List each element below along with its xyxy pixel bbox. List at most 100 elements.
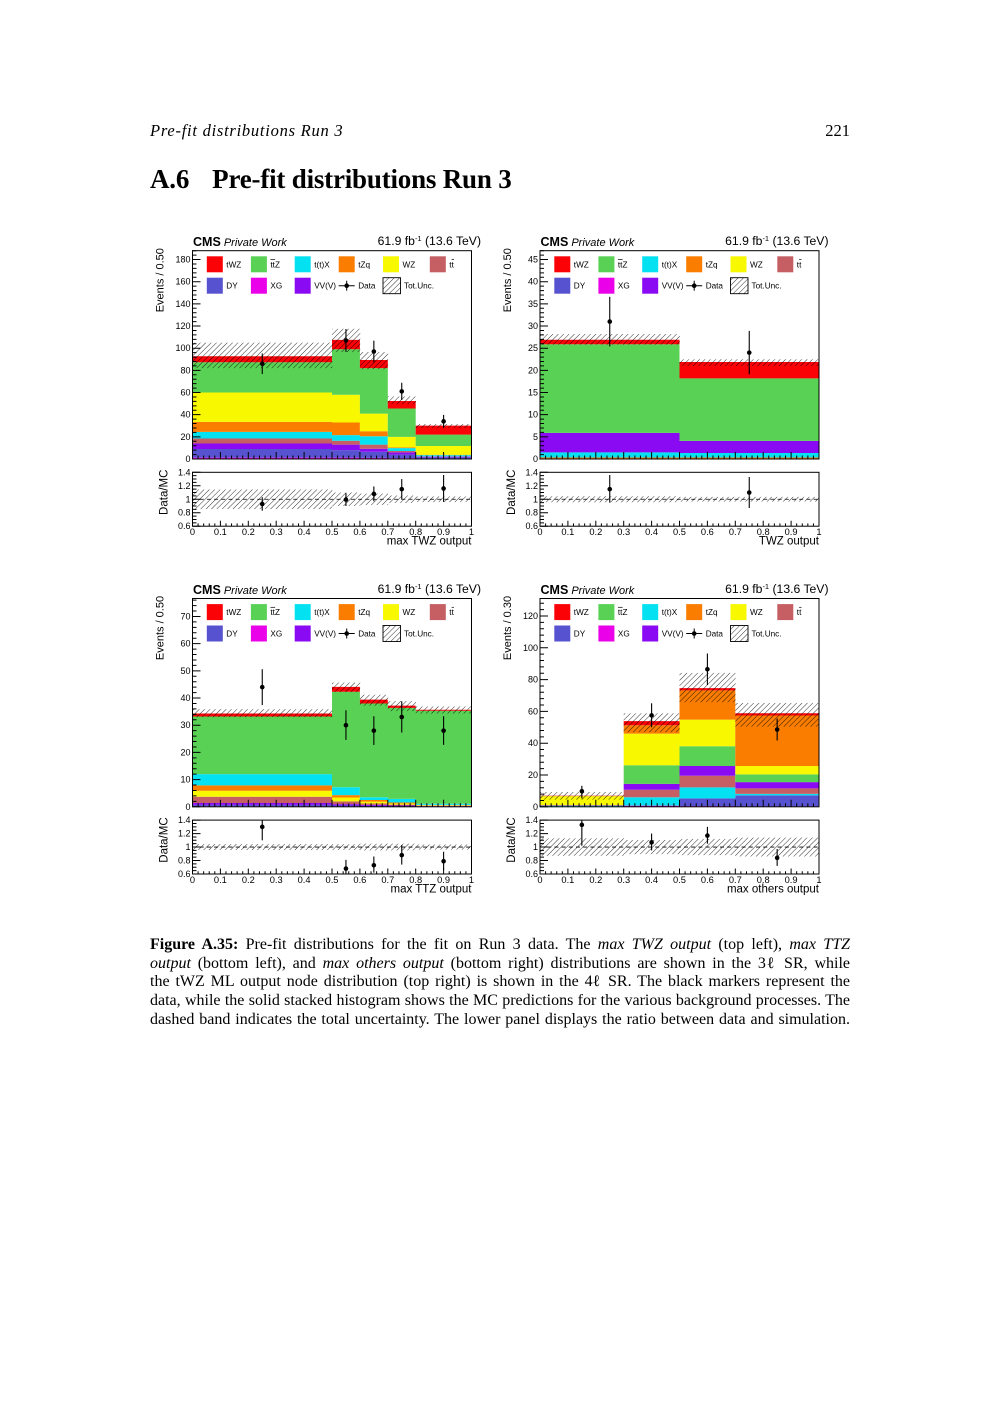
svg-text:0.1: 0.1 [561, 875, 574, 885]
svg-text:0: 0 [533, 802, 538, 812]
svg-text:45: 45 [528, 255, 538, 265]
svg-text:0.6: 0.6 [178, 521, 191, 531]
svg-text:tt: tt [797, 608, 802, 617]
svg-text:0.8: 0.8 [525, 508, 538, 518]
svg-text:0.6: 0.6 [701, 875, 714, 885]
svg-text:DY: DY [226, 282, 238, 291]
svg-text:XG: XG [270, 630, 282, 639]
svg-text:0.2: 0.2 [242, 527, 255, 537]
svg-text:80: 80 [180, 365, 190, 375]
svg-text:WZ: WZ [403, 260, 416, 269]
svg-text:Data: Data [358, 282, 376, 291]
svg-text:Tot.Unc.: Tot.Unc. [404, 282, 434, 291]
svg-text:5: 5 [533, 432, 538, 442]
svg-text:tZq: tZq [706, 608, 718, 617]
svg-text:0.8: 0.8 [178, 856, 191, 866]
svg-text:t(t)X: t(t)X [314, 260, 330, 269]
svg-text:60: 60 [180, 388, 190, 398]
svg-text:120: 120 [175, 321, 190, 331]
svg-text:60: 60 [180, 639, 190, 649]
svg-text:Data/MC: Data/MC [159, 470, 171, 515]
svg-text:Events / 0.50: Events / 0.50 [155, 248, 167, 312]
svg-text:0.2: 0.2 [242, 875, 255, 885]
svg-text:0.3: 0.3 [270, 527, 283, 537]
svg-text:0.7: 0.7 [729, 527, 742, 537]
svg-text:20: 20 [528, 365, 538, 375]
svg-text:100: 100 [523, 643, 538, 653]
svg-text:0.5: 0.5 [673, 875, 686, 885]
svg-text:1: 1 [816, 527, 821, 537]
svg-text:0.2: 0.2 [589, 527, 602, 537]
svg-text:0.2: 0.2 [589, 875, 602, 885]
svg-text:max TWZ output: max TWZ output [387, 536, 473, 548]
svg-text:VV(V): VV(V) [314, 282, 336, 291]
svg-text:0: 0 [190, 527, 195, 537]
svg-text:t(t)X: t(t)X [662, 608, 678, 617]
svg-text:0.4: 0.4 [298, 527, 311, 537]
svg-text:1: 1 [469, 527, 474, 537]
svg-text:10: 10 [528, 410, 538, 420]
svg-text:1: 1 [185, 842, 190, 852]
svg-text:VV(V): VV(V) [662, 282, 684, 291]
svg-text:ttZ: ttZ [270, 260, 280, 269]
svg-text:0.9: 0.9 [785, 875, 798, 885]
svg-text:VV(V): VV(V) [314, 630, 336, 639]
svg-text:Tot.Unc.: Tot.Unc. [752, 282, 782, 291]
svg-text:Tot.Unc.: Tot.Unc. [404, 630, 434, 639]
svg-text:tZq: tZq [358, 608, 370, 617]
svg-text:0.8: 0.8 [757, 875, 770, 885]
svg-text:1: 1 [185, 494, 190, 504]
svg-text:40: 40 [180, 693, 190, 703]
svg-text:Data/MC: Data/MC [506, 470, 518, 515]
svg-text:ttZ: ttZ [270, 608, 280, 617]
svg-text:0.6: 0.6 [178, 869, 191, 879]
svg-text:VV(V): VV(V) [662, 630, 684, 639]
svg-text:tt: tt [797, 260, 802, 269]
svg-text:0.8: 0.8 [525, 856, 538, 866]
svg-text:t(t)X: t(t)X [314, 608, 330, 617]
svg-text:0: 0 [537, 875, 542, 885]
svg-text:140: 140 [175, 299, 190, 309]
svg-text:0.1: 0.1 [214, 875, 227, 885]
svg-text:0.7: 0.7 [729, 875, 742, 885]
svg-text:0.6: 0.6 [525, 521, 538, 531]
svg-text:10: 10 [180, 775, 190, 785]
svg-text:0: 0 [533, 454, 538, 464]
svg-text:0.8: 0.8 [178, 508, 191, 518]
svg-text:40: 40 [528, 738, 538, 748]
svg-text:15: 15 [528, 388, 538, 398]
svg-text:0.6: 0.6 [353, 875, 366, 885]
svg-text:180: 180 [175, 255, 190, 265]
svg-text:WZ: WZ [750, 608, 763, 617]
svg-text:1: 1 [533, 494, 538, 504]
svg-text:TWZ output: TWZ output [759, 536, 820, 548]
svg-text:tWZ: tWZ [226, 260, 241, 269]
svg-text:0.7: 0.7 [381, 875, 394, 885]
svg-text:CMS Private Work: CMS Private Work [541, 235, 635, 249]
svg-text:0.6: 0.6 [701, 527, 714, 537]
svg-text:1.4: 1.4 [178, 467, 191, 477]
svg-text:0.8: 0.8 [409, 527, 422, 537]
svg-text:70: 70 [180, 611, 190, 621]
svg-text:0.5: 0.5 [673, 527, 686, 537]
svg-text:0.4: 0.4 [645, 527, 658, 537]
svg-text:Data: Data [706, 282, 724, 291]
svg-text:WZ: WZ [750, 260, 763, 269]
svg-text:0.8: 0.8 [757, 527, 770, 537]
svg-text:Events / 0.50: Events / 0.50 [502, 248, 514, 312]
svg-text:20: 20 [528, 770, 538, 780]
svg-text:Data: Data [358, 630, 376, 639]
svg-text:0.1: 0.1 [214, 527, 227, 537]
svg-text:30: 30 [180, 720, 190, 730]
svg-text:0.9: 0.9 [785, 527, 798, 537]
svg-text:61.9 fb-1 (13.6 TeV): 61.9 fb-1 (13.6 TeV) [378, 234, 481, 248]
svg-text:0.5: 0.5 [326, 527, 339, 537]
svg-text:CMS Private Work: CMS Private Work [541, 583, 635, 597]
svg-text:tt: tt [449, 260, 454, 269]
svg-text:Data/MC: Data/MC [506, 817, 518, 862]
svg-text:tZq: tZq [358, 260, 370, 269]
svg-text:XG: XG [618, 630, 630, 639]
svg-text:50: 50 [180, 666, 190, 676]
svg-text:60: 60 [528, 706, 538, 716]
svg-text:120: 120 [523, 611, 538, 621]
